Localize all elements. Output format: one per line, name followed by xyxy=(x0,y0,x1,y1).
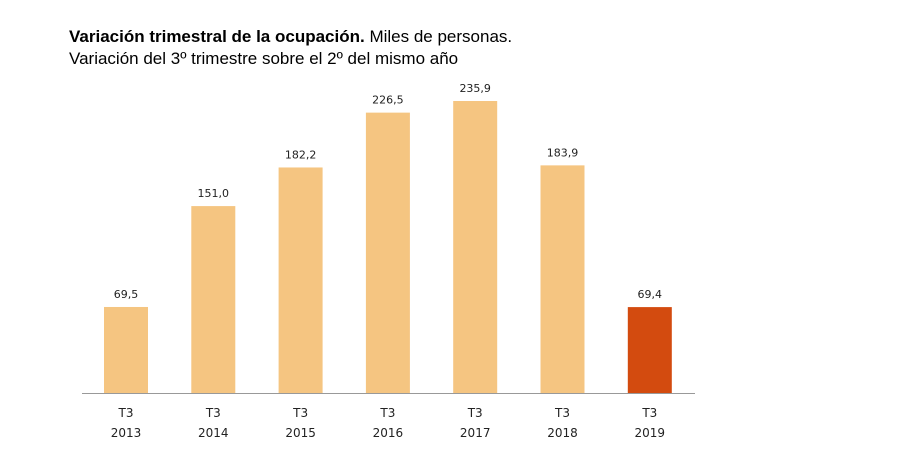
bar xyxy=(278,167,323,393)
data-label: 151,0 xyxy=(198,187,230,200)
x-tick-label: T3 xyxy=(467,406,483,420)
x-tick-label: T3 xyxy=(292,406,308,420)
data-label: 183,9 xyxy=(547,146,579,159)
bar xyxy=(453,101,498,393)
x-tick-label: T3 xyxy=(554,406,570,420)
data-label: 69,5 xyxy=(114,288,139,301)
title-rest: Miles de personas. xyxy=(364,27,513,46)
bar xyxy=(540,165,585,393)
data-label: 226,5 xyxy=(372,94,404,107)
x-tick-label: T3 xyxy=(641,406,657,420)
x-tick-label: 2018 xyxy=(547,426,578,440)
chart-title: Variación trimestral de la ocupación. Mi… xyxy=(69,26,512,47)
data-label: 235,9 xyxy=(459,82,491,95)
bar xyxy=(104,306,148,393)
x-tick-label: T3 xyxy=(118,406,134,420)
x-tick-label: 2016 xyxy=(373,426,404,440)
x-tick-label: 2013 xyxy=(111,426,142,440)
x-tick-label: T3 xyxy=(379,406,395,420)
data-label: 182,2 xyxy=(285,148,317,161)
x-tick-label: 2019 xyxy=(635,426,666,440)
bar xyxy=(191,206,236,393)
title-bold: Variación trimestral de la ocupación. xyxy=(69,27,365,46)
x-tick-label: 2014 xyxy=(198,426,229,440)
x-tick-label: 2015 xyxy=(285,426,316,440)
bar xyxy=(365,112,410,393)
chart-subtitle: Variación del 3º trimestre sobre el 2º d… xyxy=(69,49,459,68)
x-tick-label: T3 xyxy=(205,406,221,420)
x-tick-label: 2017 xyxy=(460,426,491,440)
bar xyxy=(627,307,672,393)
data-label: 69,4 xyxy=(638,288,663,301)
